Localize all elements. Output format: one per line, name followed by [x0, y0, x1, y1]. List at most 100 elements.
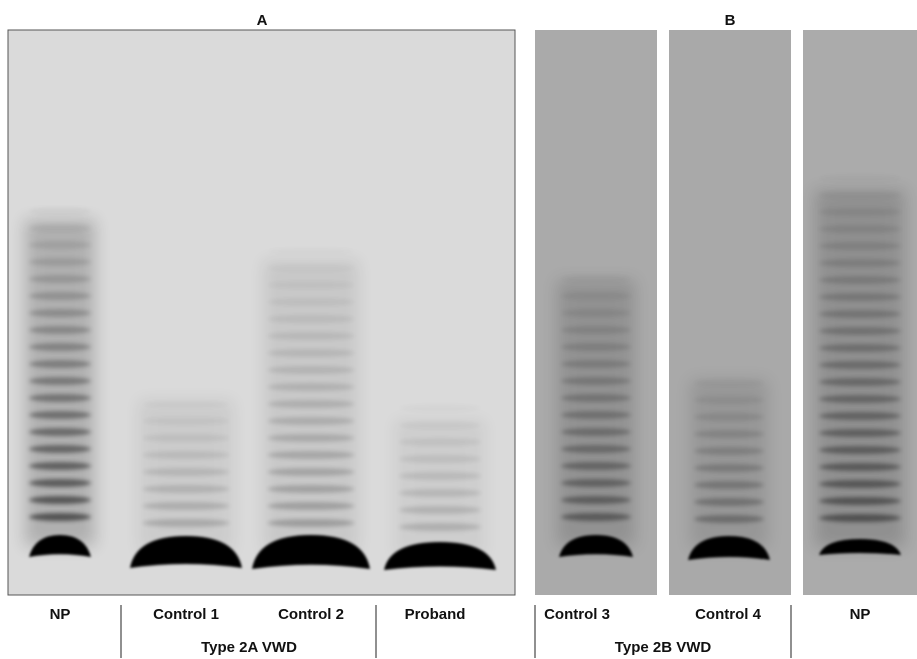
band	[268, 264, 355, 272]
lane-label: Control 1	[153, 606, 219, 623]
band	[29, 462, 91, 470]
main-band	[559, 535, 633, 557]
band	[267, 366, 355, 374]
main-band	[130, 536, 242, 568]
band	[142, 468, 230, 476]
band	[29, 513, 91, 521]
band	[819, 429, 901, 437]
band	[29, 292, 91, 300]
band	[694, 481, 764, 489]
band	[561, 462, 631, 470]
panel-title: A	[257, 12, 268, 29]
band	[819, 259, 901, 267]
main-band	[252, 535, 370, 569]
band	[819, 276, 901, 284]
band	[819, 191, 901, 199]
band	[29, 309, 91, 317]
band	[561, 411, 631, 419]
band	[29, 224, 91, 232]
band	[694, 464, 764, 472]
lane-label: NP	[50, 606, 71, 623]
band	[561, 343, 631, 351]
band	[142, 417, 230, 425]
band	[694, 447, 764, 455]
band	[142, 485, 230, 493]
band	[819, 395, 901, 403]
band	[819, 242, 901, 250]
band	[561, 377, 631, 385]
band	[267, 298, 355, 306]
band	[561, 394, 631, 402]
band	[29, 343, 91, 351]
band	[561, 428, 631, 436]
band	[29, 428, 91, 436]
band	[399, 506, 481, 514]
band	[694, 396, 764, 404]
lanes	[25, 174, 905, 570]
band	[399, 523, 481, 531]
band	[29, 241, 91, 249]
band	[819, 225, 901, 233]
band	[142, 451, 230, 459]
band	[29, 394, 91, 402]
band	[267, 468, 355, 476]
lane-label: Proband	[405, 606, 466, 623]
band	[819, 480, 901, 488]
band	[819, 344, 901, 352]
band	[819, 497, 901, 505]
band	[819, 208, 901, 216]
band	[268, 281, 355, 289]
band	[29, 445, 91, 453]
band	[819, 514, 901, 522]
band	[267, 383, 355, 391]
lane-label: Control 3	[544, 606, 610, 623]
main-band	[688, 536, 770, 560]
band	[819, 361, 901, 369]
band	[29, 377, 91, 385]
band	[267, 485, 355, 493]
band	[267, 349, 355, 357]
band	[694, 379, 764, 387]
band	[267, 502, 355, 510]
band	[819, 174, 901, 182]
band	[29, 326, 91, 334]
band	[819, 293, 901, 301]
band	[819, 412, 901, 420]
band	[143, 400, 230, 408]
band	[267, 315, 355, 323]
panel-title: B	[725, 12, 736, 29]
band	[694, 430, 764, 438]
band	[819, 378, 901, 386]
band	[399, 489, 481, 497]
band	[267, 434, 355, 442]
band	[561, 275, 631, 283]
band	[399, 455, 481, 463]
band	[29, 275, 91, 283]
band	[819, 463, 901, 471]
band	[142, 519, 230, 527]
band	[142, 502, 230, 510]
band	[819, 327, 901, 335]
band	[267, 332, 355, 340]
band	[694, 515, 764, 523]
main-band	[819, 539, 901, 555]
band	[694, 498, 764, 506]
band	[29, 258, 91, 266]
main-band	[384, 542, 496, 570]
band	[142, 434, 230, 442]
band	[399, 421, 481, 429]
band	[561, 496, 631, 504]
band	[267, 417, 355, 425]
band	[29, 479, 91, 487]
band	[561, 326, 631, 334]
lane-label: NP	[850, 606, 871, 623]
band	[267, 519, 355, 527]
lane-label: Control 2	[278, 606, 344, 623]
band	[399, 404, 481, 412]
main-band	[29, 535, 91, 557]
group-label: Type 2A VWD	[201, 639, 297, 656]
band	[29, 360, 91, 368]
band	[694, 413, 764, 421]
